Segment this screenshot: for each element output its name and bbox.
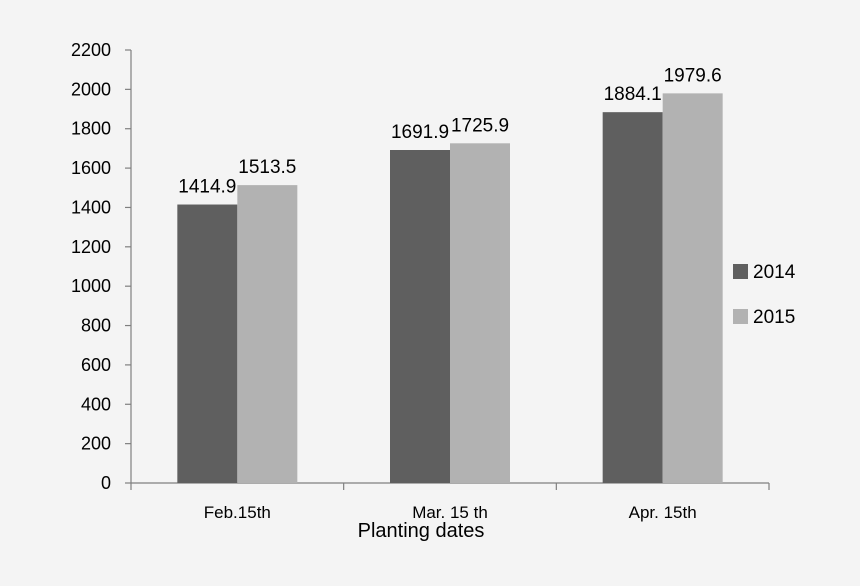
legend-label-2015: 2015 xyxy=(753,307,795,328)
data-label-2015: 1979.6 xyxy=(664,65,722,86)
legend-swatch-2015 xyxy=(733,309,748,324)
y-tick-label: 1800 xyxy=(71,119,111,139)
bar-2014 xyxy=(602,112,663,483)
data-label-2014: 1884.1 xyxy=(604,84,662,105)
y-tick-label: 1200 xyxy=(71,237,111,257)
bar-2015 xyxy=(237,185,298,484)
x-tick-label: Feb.15th xyxy=(204,503,271,522)
bars xyxy=(177,93,723,484)
data-label-2015: 1725.9 xyxy=(451,115,509,136)
data-label-2015: 1513.5 xyxy=(238,157,296,178)
y-tick-label: 0 xyxy=(101,473,111,493)
y-tick-label: 2000 xyxy=(71,79,111,99)
axes: 0 200 400 600 800 1000 1200 1400 1600 1800 2000 220… xyxy=(71,40,770,522)
bar-2014 xyxy=(390,150,450,484)
y-tick-label: 2200 xyxy=(71,40,111,60)
data-label-2014: 1691.9 xyxy=(391,122,449,143)
bar-2015 xyxy=(450,143,510,483)
y-tick-label: 1000 xyxy=(71,276,111,296)
y-tick-label: 400 xyxy=(81,394,111,414)
x-tick-label: Apr. 15th xyxy=(629,503,697,522)
y-tick-label: 1400 xyxy=(71,197,111,217)
data-label-2014: 1414.9 xyxy=(178,177,236,198)
x-tick-label: Mar. 15 th xyxy=(412,503,488,522)
y-tick-label: 200 xyxy=(81,434,111,454)
legend: 2014 2015 xyxy=(733,262,796,328)
y-tick-label: 600 xyxy=(81,355,111,375)
y-tick-label: 1600 xyxy=(71,158,111,178)
bar-2015 xyxy=(662,93,723,484)
y-tick-label: 800 xyxy=(81,316,111,336)
legend-swatch-2014 xyxy=(733,264,748,279)
legend-label-2014: 2014 xyxy=(753,262,796,283)
x-axis-title: Planting dates xyxy=(358,520,485,542)
bar-2014 xyxy=(177,204,238,483)
